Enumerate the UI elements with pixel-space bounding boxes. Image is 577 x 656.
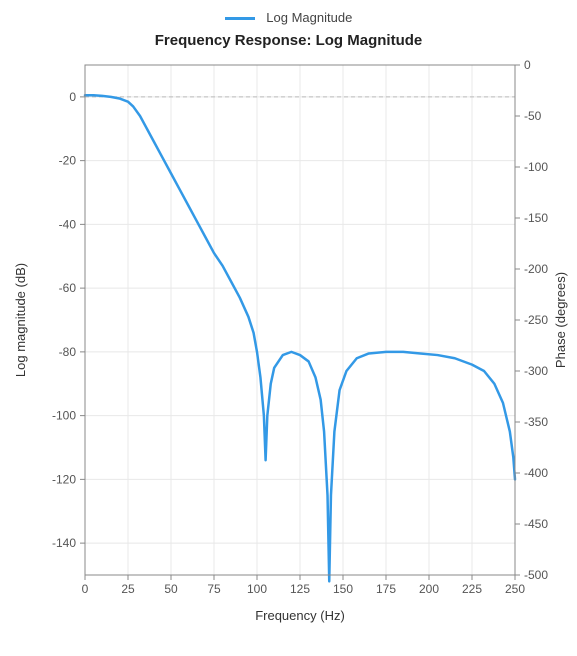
y-right-tick-label: -500 xyxy=(524,568,548,582)
y-left-tick-label: -80 xyxy=(59,345,77,359)
y-right-axis-label: Phase (degrees) xyxy=(553,272,568,368)
y-right-tick-label: -300 xyxy=(524,364,548,378)
y-left-tick-label: -60 xyxy=(59,281,77,295)
y-left-tick-label: -120 xyxy=(52,472,76,486)
x-tick-label: 25 xyxy=(121,582,135,596)
y-left-tick-label: -40 xyxy=(59,217,77,231)
y-right-tick-label: -400 xyxy=(524,466,548,480)
y-right-tick-label: -350 xyxy=(524,415,548,429)
y-right-tick-label: -150 xyxy=(524,211,548,225)
y-right-tick-label: -100 xyxy=(524,160,548,174)
x-tick-label: 50 xyxy=(164,582,178,596)
y-left-tick-label: -140 xyxy=(52,536,76,550)
x-tick-label: 100 xyxy=(247,582,267,596)
x-tick-label: 175 xyxy=(376,582,396,596)
plot-svg: 0 25 50 75 100 125 150 175 200 225 250 0 -20 -40 -60 -8… xyxy=(0,0,577,656)
x-tick-label: 200 xyxy=(419,582,439,596)
y-right-tick-label: -450 xyxy=(524,517,548,531)
y-left-tick-label: 0 xyxy=(69,90,76,104)
x-tick-label: 75 xyxy=(207,582,221,596)
x-tick-label: 225 xyxy=(462,582,482,596)
y-left-tick-label: -20 xyxy=(59,154,77,168)
y-right-tick-label: 0 xyxy=(524,58,531,72)
x-tick-label: 250 xyxy=(505,582,525,596)
y-right-tick-label: -250 xyxy=(524,313,548,327)
y-left-axis-label: Log magnitude (dB) xyxy=(13,263,28,377)
chart-container: Log Magnitude Frequency Response: Log Ma… xyxy=(0,0,577,656)
x-tick-label: 125 xyxy=(290,582,310,596)
x-tick-label: 150 xyxy=(333,582,353,596)
x-tick-label: 0 xyxy=(82,582,89,596)
x-axis-label: Frequency (Hz) xyxy=(255,608,345,623)
y-right-tick-label: -50 xyxy=(524,109,542,123)
y-left-tick-label: -100 xyxy=(52,409,76,423)
y-right-tick-label: -200 xyxy=(524,262,548,276)
